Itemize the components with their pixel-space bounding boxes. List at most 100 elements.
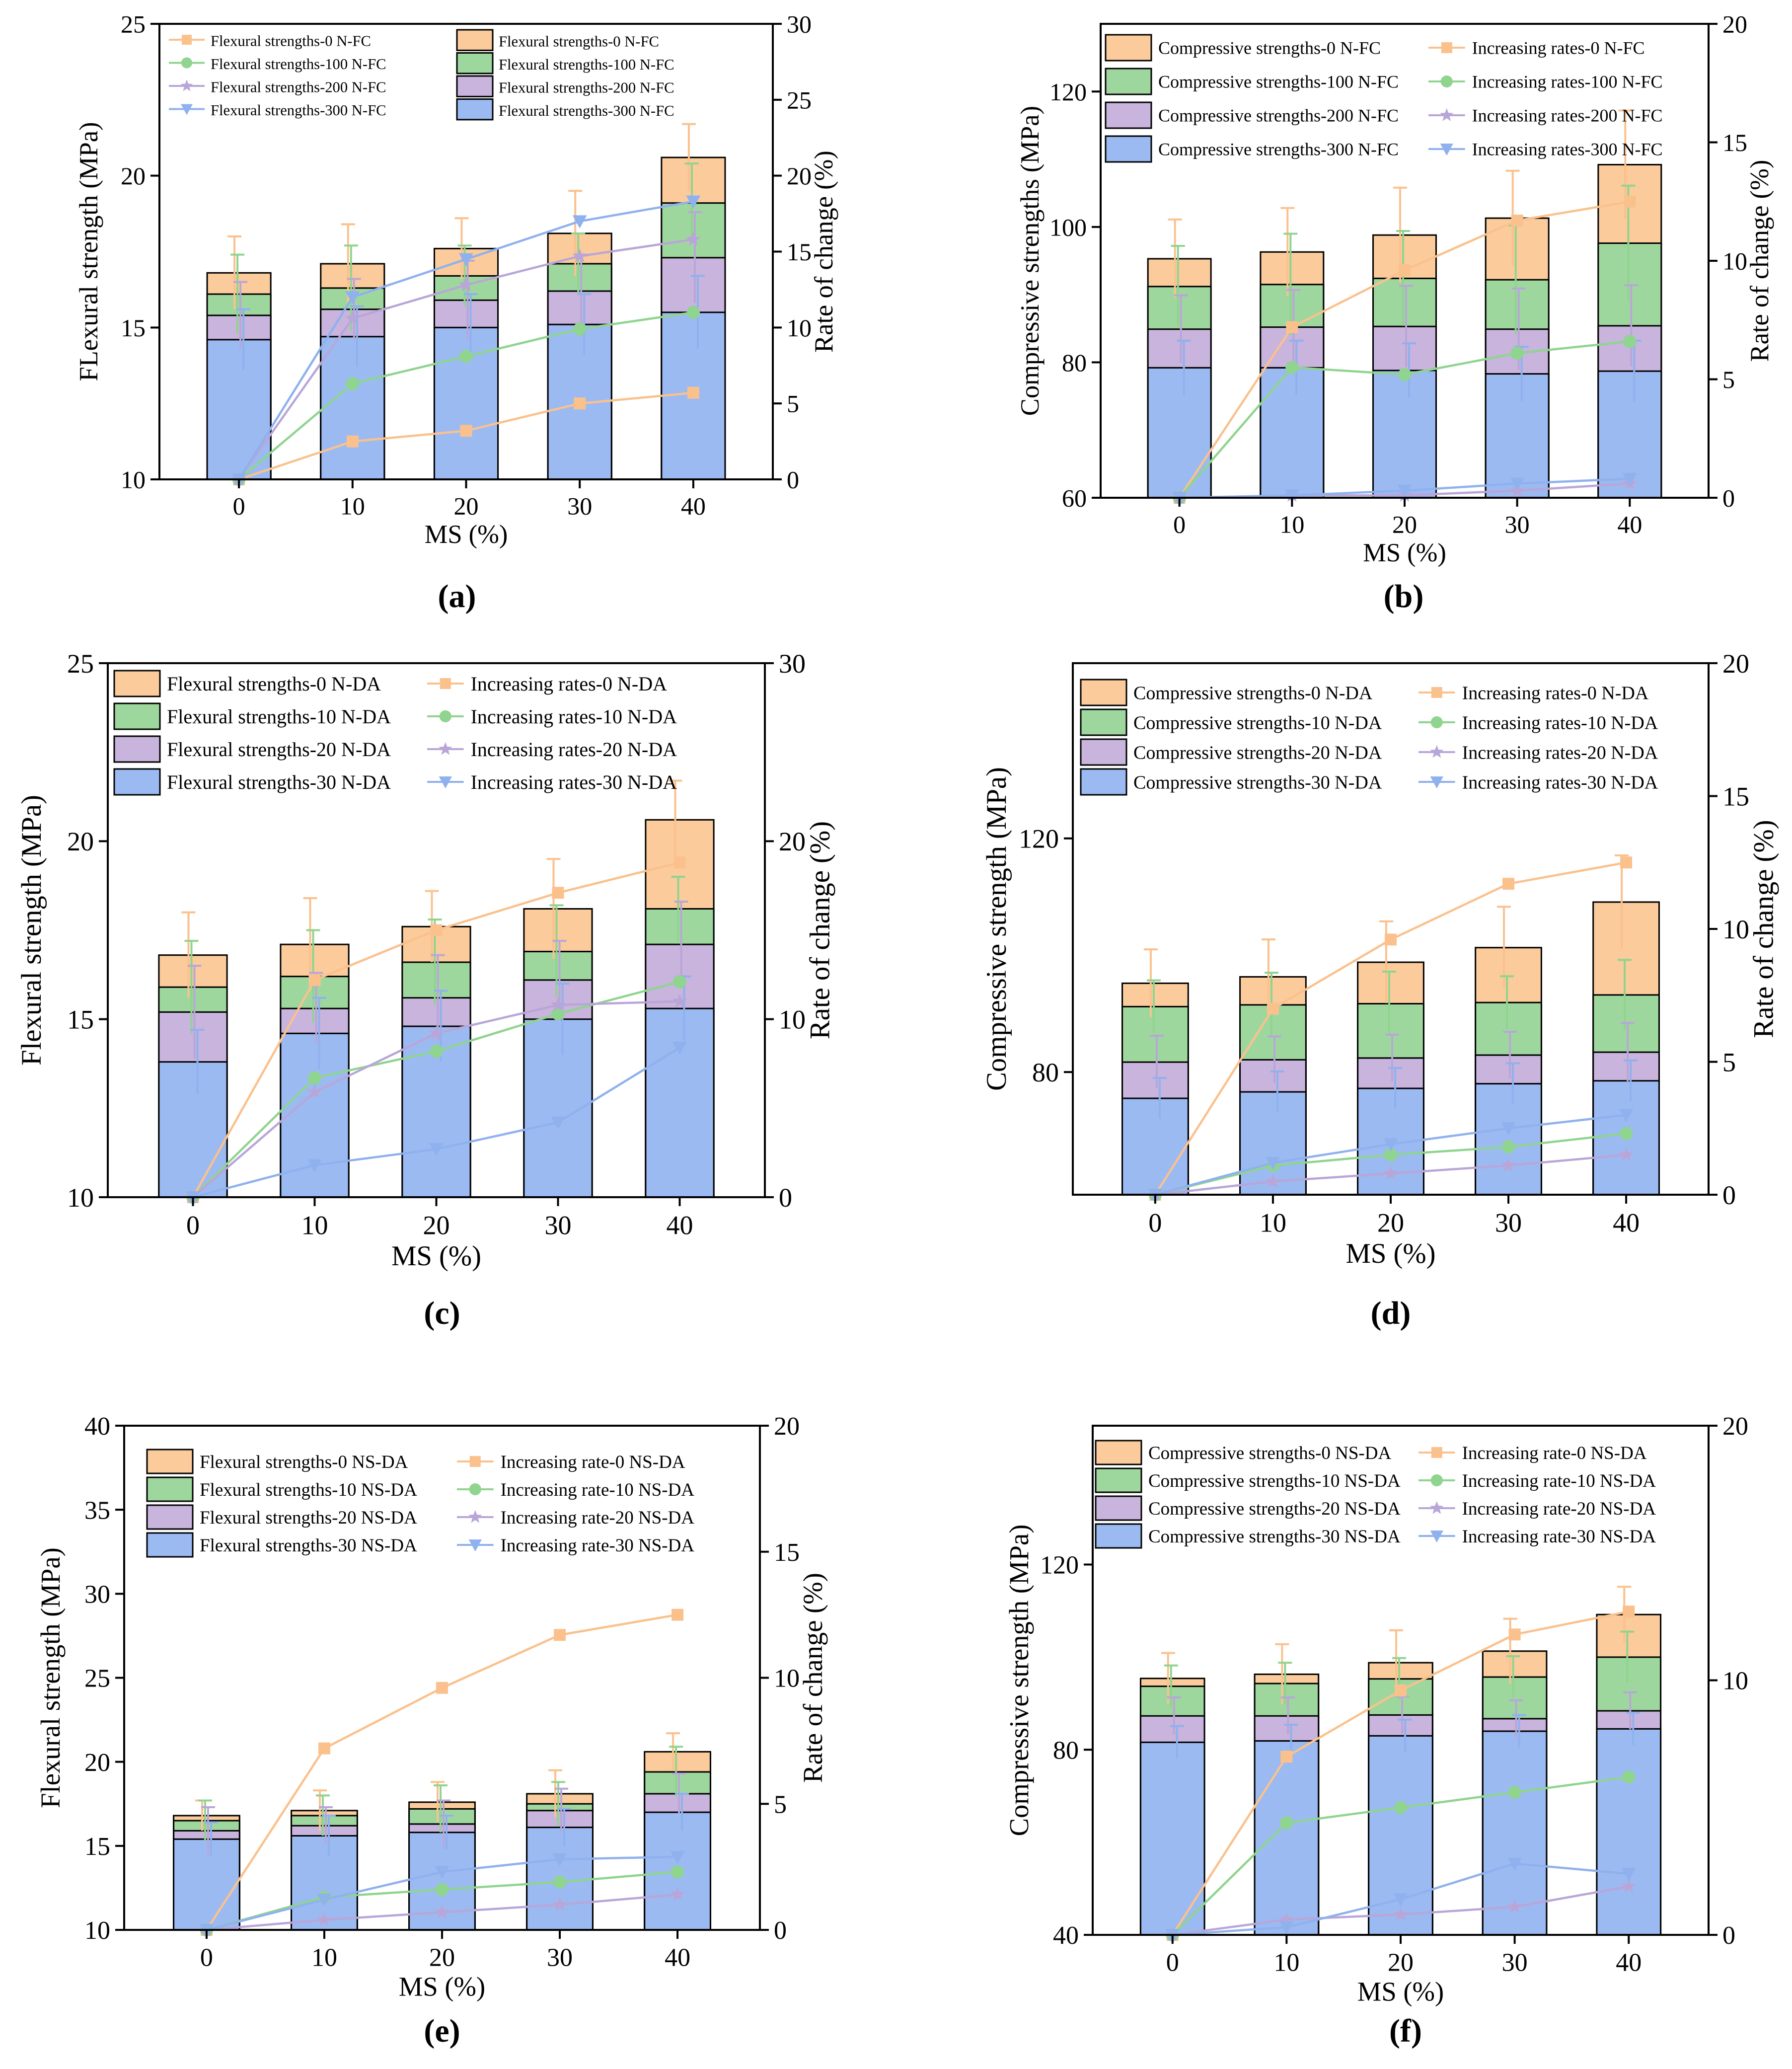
x-axis-title: MS (%) [391,1240,481,1272]
point-1-1 [1280,1816,1293,1830]
chart-panel-c: 10 15 20 25 0 10 20 30 0 10 20 30 40 MS (%) Flexural s… [16,649,836,1272]
legend-marker [1430,716,1443,729]
y2-tick-label: 20 [774,1412,800,1441]
y-tick-label: 100 [1049,213,1087,241]
legend-label: Compressive strengths-20 NS-DA [1148,1499,1401,1519]
bar-3-2 [1372,370,1437,499]
x-tick-label: 20 [454,492,479,520]
legend-bar-swatch [1080,738,1127,766]
y-tick-label: 60 [1062,484,1087,512]
point-1-3 [551,1007,565,1021]
x-tick-label: 30 [1505,511,1530,538]
y2-tick-label: 0 [787,466,799,494]
legend-bar-swatch [456,29,494,51]
y-tick-label: 80 [1032,1058,1059,1087]
legend-bar-swatch [456,75,494,97]
point-1-4 [686,306,700,319]
point-1-1 [308,1071,321,1085]
point-3-1 [1266,1156,1280,1170]
x-tick-label: 10 [1260,1208,1286,1238]
legend-label: Flexural strengths-10 NS-DA [200,1480,417,1500]
bar-3-0 [1139,1741,1205,1936]
legend-label: Increasing rates-300 N-FC [1472,140,1663,159]
y2-tick-label: 10 [1722,915,1749,944]
point-2-2 [435,1904,449,1919]
point-2-1 [1279,1912,1294,1926]
legend-label: Flexural strengths-0 N-DA [167,673,381,695]
point-0-2 [436,1682,448,1694]
y2-axis-title: Rate of change (%) [1748,820,1780,1038]
x-axis-title: MS (%) [1345,1238,1435,1269]
x-tick-label: 20 [1392,511,1417,538]
legend-label: Increasing rates-30 N-DA [1462,772,1658,793]
legend-bar-swatch [1105,68,1152,95]
x-tick-label: 20 [423,1211,450,1240]
x-tick-label: 30 [545,1211,572,1240]
x-axis-title: MS (%) [1357,1976,1444,2006]
point-1-4 [1619,1127,1633,1141]
legend-marker [1431,687,1442,698]
point-1-4 [671,1865,684,1879]
legend-label: Increasing rates-100 N-FC [1472,72,1663,92]
bar-3-3 [1485,373,1550,499]
point-2-2 [429,1025,444,1040]
legend-marker [181,104,193,115]
legend-marker [440,678,451,689]
point-3-4 [686,195,701,209]
x-tick-label: 10 [311,1944,337,1972]
chart-panel-a: 10 15 20 25 0 5 10 15 20 25 30 0 10 20 30 40 MS (%) FLexu… [75,10,838,549]
legend-label: Flexural strengths-0 NS-DA [200,1452,408,1472]
x-tick-label: 0 [186,1211,200,1240]
legend-label: Flexural strengths-100 N-FC [499,56,674,73]
legend-label: Compressive strengths-0 N-DA [1133,683,1373,703]
point-2-1 [317,1912,332,1926]
point-3-1 [1279,1921,1294,1935]
legend-marker [1430,1501,1444,1514]
x-tick-label: 20 [1377,1208,1404,1238]
y2-tick-label: 0 [1722,1180,1736,1210]
y2-tick-label: 15 [1722,129,1747,156]
legend: Flexural strengths-0 NS-DA Flexural stren… [146,1449,694,1558]
legend-marker [1441,42,1452,53]
point-3-1 [317,1894,332,1907]
legend-label: Increasing rate-30 NS-DA [1462,1527,1656,1547]
bar-3-0 [206,339,272,480]
point-3-3 [572,215,587,229]
point-1-4 [673,975,686,989]
bar-3-0 [1147,367,1212,499]
legend-marker [1430,776,1443,789]
legend-bar-swatch [1080,679,1127,706]
y-tick-label: 10 [67,1183,94,1213]
legend-label: Increasing rate-0 NS-DA [501,1452,685,1472]
y-tick-label: 20 [84,1749,110,1777]
legend-label: Flexural strengths-20 NS-DA [200,1508,417,1528]
legend: Compressive strengths-0 N-DA Compressive … [1080,679,1658,796]
point-0-4 [1624,195,1636,208]
legend-bar-swatch [1105,101,1152,129]
y2-tick-label: 10 [779,1005,806,1035]
legend-label: Increasing rates-0 N-DA [1462,683,1649,703]
x-tick-label: 40 [667,1211,693,1240]
y-axis-title: Compressive strength (MPa) [981,767,1012,1091]
point-0-4 [1623,1606,1635,1618]
bar-3-1 [320,336,385,480]
x-tick-label: 30 [1495,1208,1522,1238]
legend-label: Flexural strengths-200 N-FC [499,79,674,96]
y-tick-label: 40 [1053,1921,1079,1950]
point-1-2 [435,1883,449,1896]
x-tick-label: 40 [665,1944,690,1972]
point-0-4 [1620,856,1633,869]
x-tick-label: 40 [1616,1949,1642,1977]
x-tick-label: 40 [1617,511,1642,538]
x-tick-label: 10 [301,1211,328,1240]
y2-tick-label: 10 [1722,247,1747,275]
x-tick-label: 0 [1166,1949,1179,1977]
legend-marker [1431,1447,1442,1458]
legend-label: Increasing rate-10 NS-DA [1462,1471,1656,1491]
bar-3-4 [1596,1728,1662,1936]
point-2-4 [686,231,701,246]
legend-marker [1430,1531,1443,1543]
legend-label: Increasing rates-30 N-DA [471,771,677,793]
y2-axis-title: Rate of change (%) [798,1573,828,1783]
